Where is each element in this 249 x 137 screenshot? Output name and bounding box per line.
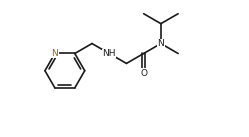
Text: O: O bbox=[140, 69, 147, 78]
Text: N: N bbox=[52, 49, 58, 58]
Text: NH: NH bbox=[103, 49, 116, 58]
Text: N: N bbox=[158, 39, 164, 48]
